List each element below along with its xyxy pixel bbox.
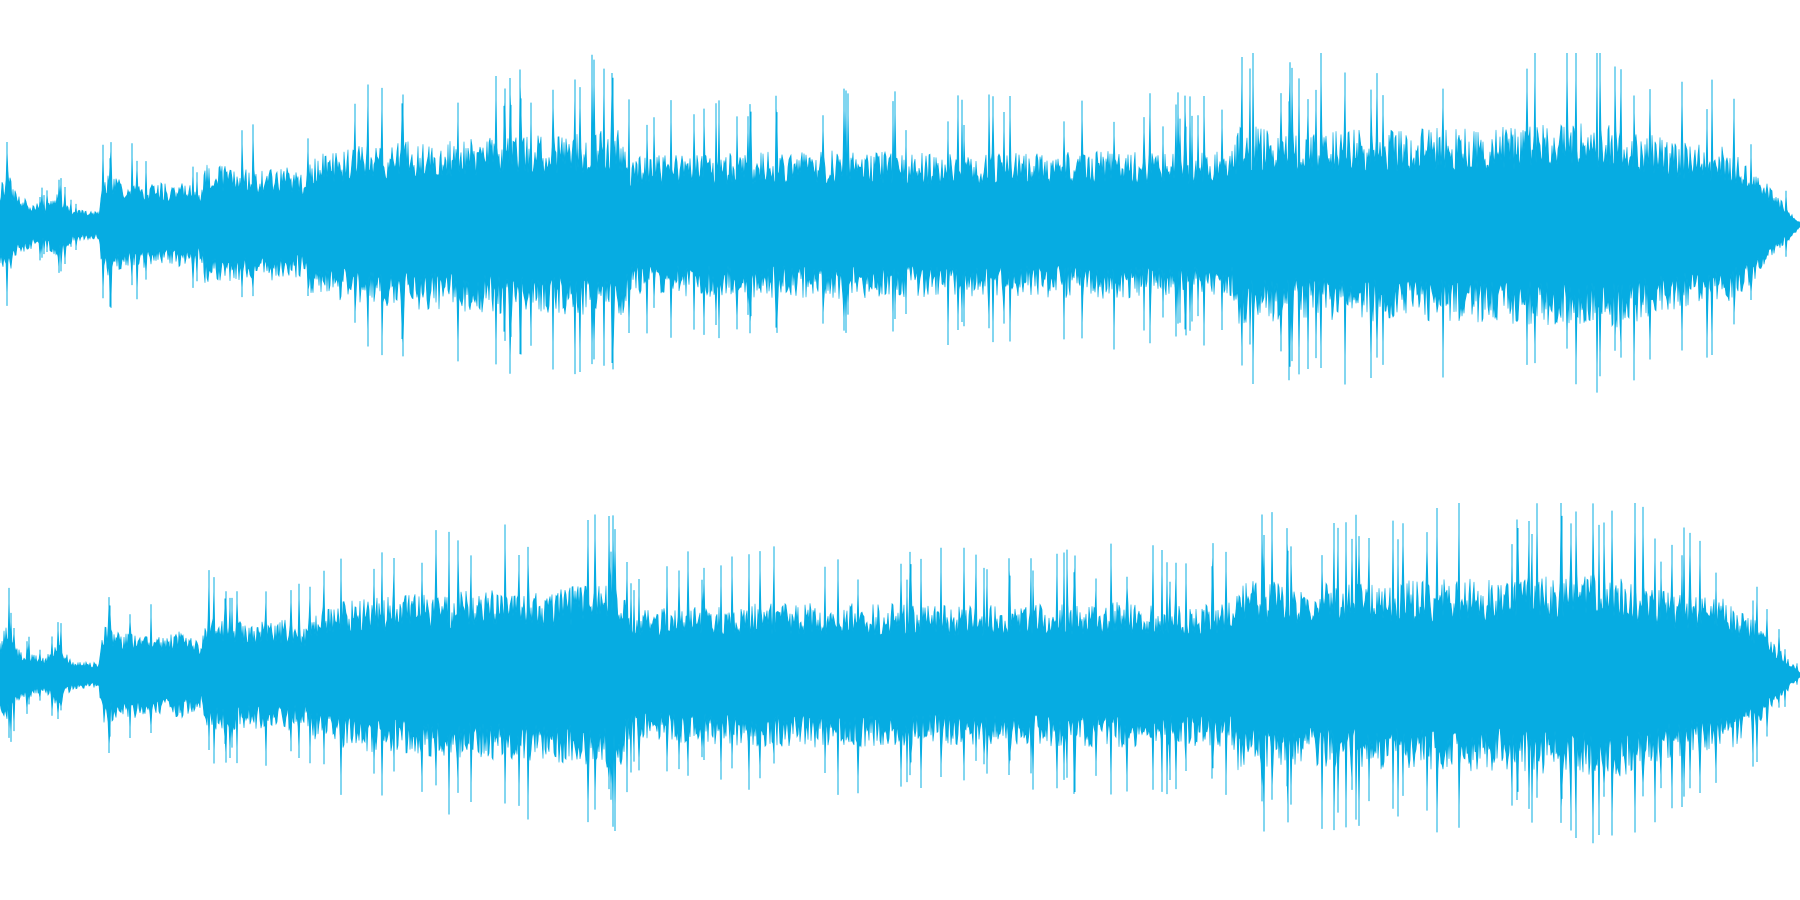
waveform-shape (0, 66, 1800, 380)
waveform-channel-bottom (0, 503, 1800, 844)
waveform-shape (0, 516, 1800, 831)
waveform-channel-top (0, 53, 1800, 393)
